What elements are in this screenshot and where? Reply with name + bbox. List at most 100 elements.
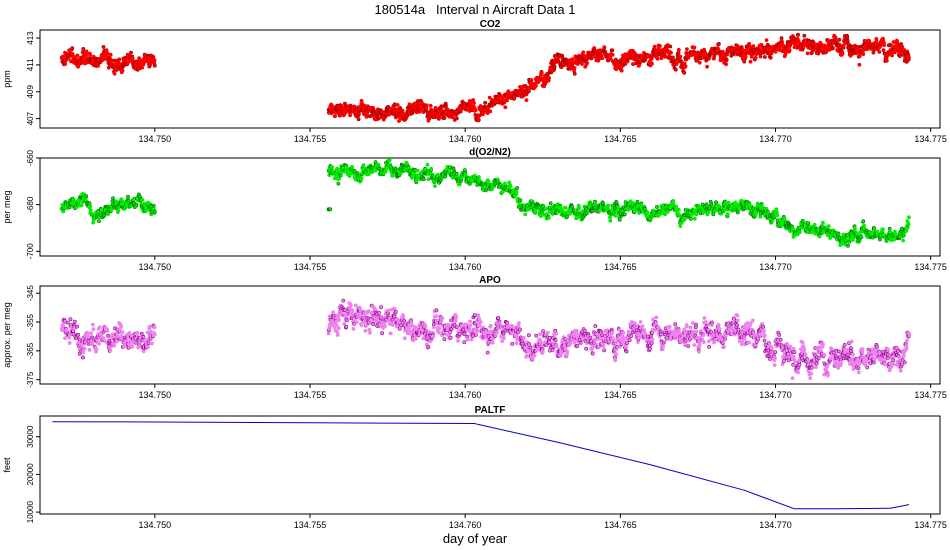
data-point (473, 108, 478, 113)
data-point (610, 48, 615, 53)
data-point (344, 318, 349, 323)
data-point (486, 179, 491, 184)
data-point (386, 308, 391, 313)
data-point (543, 206, 548, 211)
data-point (434, 308, 439, 313)
data-point (368, 330, 372, 335)
data-point (437, 326, 442, 331)
data-point (792, 36, 797, 41)
data-point (581, 50, 586, 55)
data-point (146, 345, 150, 350)
data-point (81, 355, 85, 360)
data-point (353, 303, 358, 308)
data-point (901, 233, 906, 238)
data-point (523, 212, 528, 217)
data-point (84, 49, 89, 54)
data-point (145, 330, 150, 335)
data-point (437, 115, 442, 120)
data-point (444, 103, 448, 108)
data-point (84, 52, 89, 57)
data-point (124, 204, 129, 209)
data-point (901, 238, 906, 243)
data-point (784, 50, 788, 54)
x-tick-label: 134.765 (604, 390, 637, 400)
data-point (341, 298, 346, 303)
data-point (682, 70, 687, 75)
x-tick-label: 134.755 (294, 390, 327, 400)
data-point (742, 59, 747, 64)
y-tick-label: 409 (26, 85, 35, 99)
data-point (413, 336, 418, 341)
data-point (608, 215, 612, 220)
data-point (570, 57, 575, 62)
data-point (515, 186, 520, 190)
data-point (354, 320, 359, 325)
data-point (423, 328, 428, 333)
data-point (529, 78, 534, 82)
data-point (88, 204, 93, 209)
data-point (859, 235, 864, 240)
data-point (399, 323, 404, 328)
data-point (673, 67, 678, 72)
x-tick-label: 134.760 (449, 134, 482, 144)
data-point (845, 35, 850, 40)
data-point (68, 317, 73, 322)
data-point (130, 56, 135, 61)
data-point (456, 338, 461, 343)
data-point (547, 76, 551, 80)
data-point (796, 32, 801, 37)
data-point (659, 56, 664, 61)
data-point (326, 331, 331, 336)
data-point (344, 324, 349, 329)
data-point (333, 114, 338, 119)
data-point (610, 53, 615, 57)
data-point (454, 171, 459, 176)
data-point (151, 203, 156, 208)
data-point (580, 62, 584, 66)
data-point (724, 62, 729, 67)
data-point (392, 306, 397, 311)
data-point (476, 118, 481, 122)
data-point (126, 194, 130, 199)
x-tick-label: 134.775 (914, 390, 947, 400)
data-point (676, 51, 681, 55)
data-point (601, 201, 606, 206)
data-point (358, 307, 363, 312)
data-point (434, 314, 439, 319)
data-point (758, 54, 763, 59)
data-point (674, 204, 679, 209)
data-point (437, 330, 442, 335)
data-point (117, 57, 122, 62)
data-point (559, 65, 564, 70)
data-point (477, 323, 482, 328)
y-tick-label: -680 (26, 196, 35, 213)
data-point (613, 213, 618, 218)
data-point (409, 318, 414, 323)
data-point (881, 227, 885, 232)
x-tick-label: 134.750 (139, 134, 172, 144)
data-point (393, 309, 398, 314)
data-point (141, 349, 146, 354)
data-point (725, 212, 730, 217)
data-point (881, 48, 886, 53)
data-point (694, 212, 699, 217)
data-point (90, 342, 95, 346)
data-point (546, 216, 551, 220)
data-point (75, 53, 80, 58)
data-point (376, 310, 381, 315)
data-point (572, 66, 577, 71)
data-point (688, 216, 693, 221)
data-point (556, 59, 561, 64)
data-point (751, 206, 756, 211)
data-point (602, 45, 607, 50)
data-point (75, 324, 80, 329)
data-point (706, 209, 711, 214)
data-point (584, 211, 589, 216)
data-point (152, 209, 157, 214)
panel-title: APO (479, 275, 501, 286)
data-point (427, 116, 432, 121)
data-point (676, 207, 681, 212)
data-point (376, 116, 381, 121)
data-point (140, 197, 145, 202)
